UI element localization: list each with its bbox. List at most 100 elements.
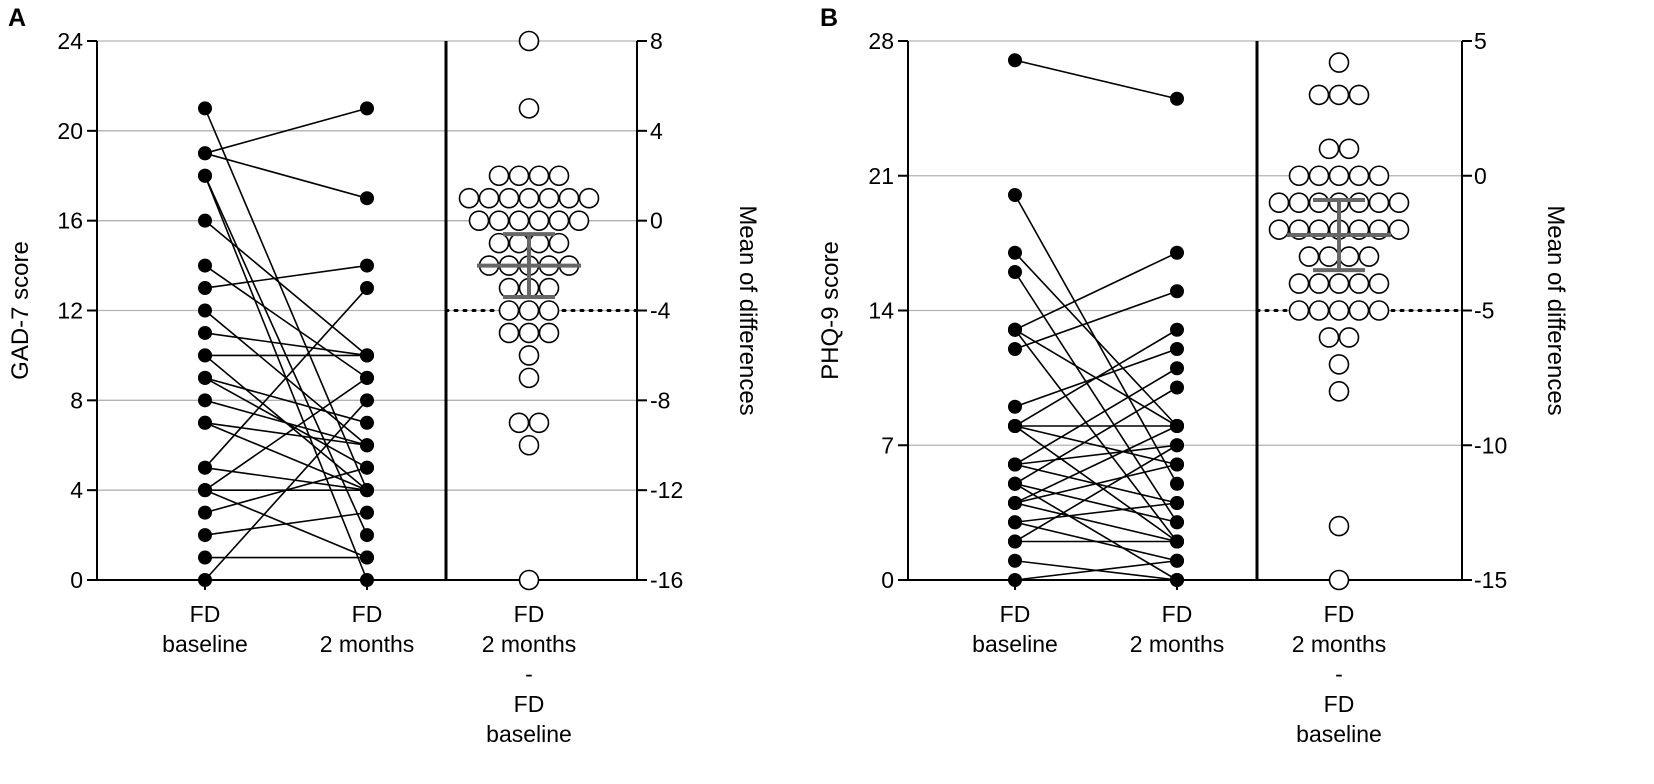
pair-line bbox=[1014, 252, 1178, 427]
category-label: - bbox=[1335, 661, 1343, 687]
difference-point bbox=[558, 187, 580, 209]
followup-point bbox=[1170, 245, 1184, 260]
pair-line bbox=[1014, 559, 1178, 581]
followup-point bbox=[1170, 496, 1184, 510]
y2-tick-label: -8 bbox=[650, 387, 670, 413]
difference-point bbox=[548, 232, 570, 254]
baseline-point bbox=[198, 348, 212, 363]
followup-point bbox=[1170, 534, 1184, 549]
difference-point bbox=[1288, 192, 1310, 213]
difference-point bbox=[1368, 300, 1390, 321]
difference-point bbox=[1348, 300, 1370, 321]
difference-point bbox=[1328, 52, 1350, 73]
followup-point bbox=[360, 460, 374, 475]
difference-point bbox=[1348, 165, 1370, 187]
followup-point bbox=[1170, 91, 1184, 106]
pair-line bbox=[204, 107, 368, 155]
baseline-point bbox=[198, 505, 212, 520]
pair-line bbox=[204, 332, 368, 357]
followup-point bbox=[360, 505, 374, 520]
difference-point bbox=[538, 277, 560, 299]
baseline-point bbox=[198, 550, 212, 565]
baseline-point bbox=[198, 213, 212, 228]
category-label: FD bbox=[1324, 691, 1355, 717]
difference-point bbox=[1388, 192, 1410, 213]
baseline-point bbox=[1008, 188, 1022, 202]
category-label: baseline bbox=[972, 631, 1058, 657]
pair-line bbox=[204, 220, 368, 357]
y2-tick-label: 4 bbox=[650, 118, 663, 144]
pair-line bbox=[1014, 463, 1178, 504]
baseline-point bbox=[198, 168, 212, 183]
difference-point bbox=[528, 165, 550, 187]
difference-point bbox=[458, 187, 480, 209]
difference-point bbox=[498, 187, 520, 209]
baseline-point bbox=[198, 415, 212, 430]
difference-point bbox=[468, 210, 490, 231]
difference-point bbox=[1338, 327, 1360, 348]
difference-point bbox=[528, 412, 550, 434]
followup-point bbox=[1170, 438, 1184, 453]
category-label: FD bbox=[514, 691, 545, 717]
difference-point bbox=[1308, 165, 1330, 187]
followup-point bbox=[1170, 419, 1184, 433]
panel-label: A bbox=[8, 4, 26, 32]
baseline-point bbox=[1008, 399, 1022, 414]
difference-point bbox=[1368, 165, 1390, 187]
difference-point bbox=[1298, 246, 1320, 267]
y2-tick-label: -16 bbox=[650, 567, 683, 593]
y-tick-label: 20 bbox=[57, 118, 83, 144]
difference-point bbox=[518, 322, 540, 344]
followup-point bbox=[360, 370, 374, 385]
difference-point bbox=[1328, 381, 1350, 402]
category-label: FD bbox=[1162, 601, 1193, 627]
baseline-point bbox=[198, 528, 212, 543]
difference-point bbox=[1338, 246, 1360, 267]
followup-point bbox=[360, 101, 374, 116]
category-label: - bbox=[525, 661, 533, 687]
followup-point bbox=[1170, 322, 1184, 337]
difference-point bbox=[1328, 354, 1350, 375]
category-label: 2 months bbox=[1292, 631, 1387, 657]
difference-point bbox=[1328, 84, 1350, 106]
difference-point bbox=[508, 412, 530, 434]
baseline-point bbox=[1008, 265, 1022, 279]
difference-point bbox=[1308, 84, 1330, 106]
baseline-point bbox=[198, 460, 212, 475]
difference-point bbox=[1268, 219, 1290, 240]
followup-point bbox=[360, 573, 374, 587]
baseline-point bbox=[1008, 534, 1022, 549]
baseline-point bbox=[198, 483, 212, 498]
difference-point bbox=[498, 322, 520, 344]
baseline-point bbox=[1008, 573, 1022, 587]
followup-point bbox=[1170, 476, 1184, 491]
category-label: FD bbox=[1324, 601, 1355, 627]
y2-axis-title: Mean of differences bbox=[734, 205, 761, 415]
pair-line bbox=[204, 287, 368, 469]
difference-point bbox=[1328, 569, 1350, 591]
difference-point bbox=[1328, 515, 1350, 537]
category-label: baseline bbox=[162, 631, 248, 657]
baseline-point bbox=[1008, 553, 1022, 568]
followup-point bbox=[1170, 457, 1184, 472]
pair-line bbox=[1014, 367, 1178, 466]
pair-line bbox=[204, 422, 368, 491]
pair-line bbox=[1014, 444, 1178, 543]
category-label: 2 months bbox=[1130, 631, 1225, 657]
y2-tick-label: 0 bbox=[1474, 163, 1487, 189]
y2-tick-label: -12 bbox=[650, 477, 683, 503]
baseline-point bbox=[198, 303, 212, 318]
pair-line bbox=[1014, 444, 1178, 466]
difference-point bbox=[498, 277, 520, 299]
y-tick-label: 8 bbox=[70, 387, 83, 413]
baseline-point bbox=[198, 101, 212, 116]
pair-line bbox=[204, 466, 368, 491]
y-tick-label: 14 bbox=[868, 298, 894, 324]
pair-line bbox=[204, 377, 368, 424]
difference-point bbox=[538, 300, 560, 321]
difference-point bbox=[498, 300, 520, 321]
pair-line bbox=[204, 399, 368, 581]
pair-line bbox=[1014, 329, 1178, 427]
difference-point bbox=[488, 165, 510, 187]
